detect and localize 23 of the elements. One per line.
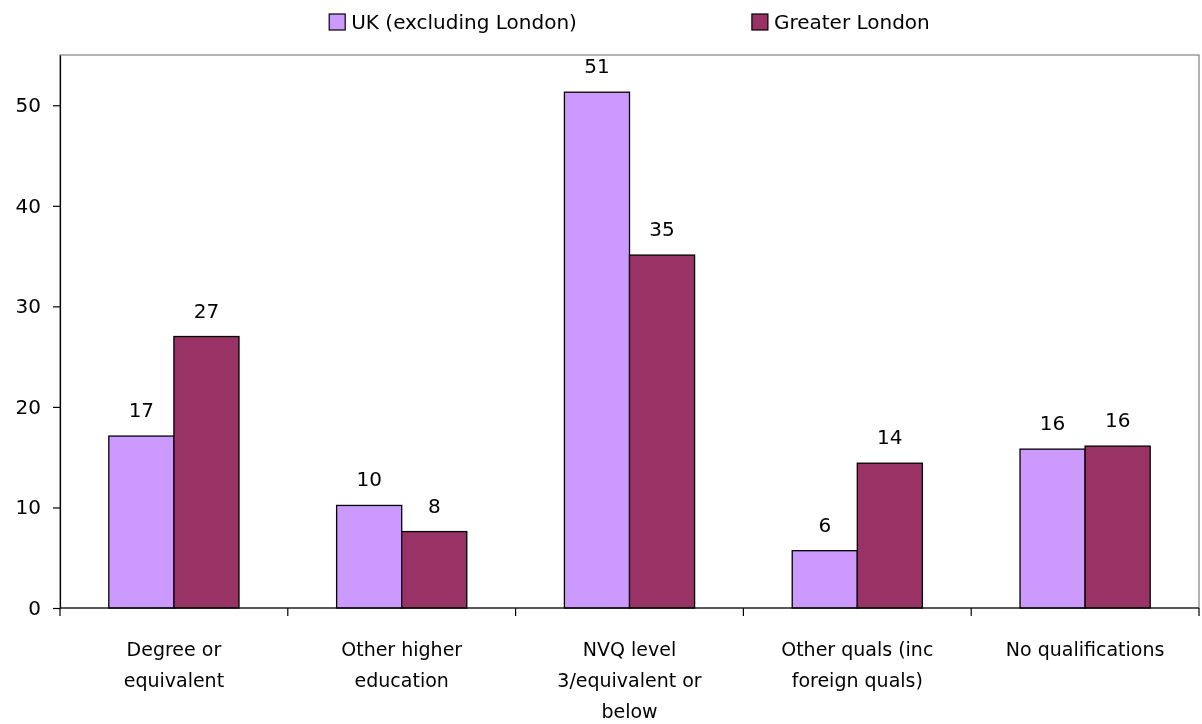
data-label: 10 — [356, 467, 382, 492]
data-label: 6 — [818, 512, 832, 537]
y-tick-label: 30 — [15, 294, 41, 319]
x-tick-label: NVQ level 3/equivalent or below — [557, 638, 702, 722]
y-tick-label: 20 — [15, 394, 41, 419]
x-tick-label: No qualifications — [1005, 638, 1165, 660]
data-label: 16 — [1039, 411, 1066, 436]
y-tick-label: 50 — [15, 93, 41, 118]
data-label: 17 — [128, 398, 155, 423]
y-tick-label: 0 — [28, 595, 41, 620]
x-tick-label: Other higher education — [341, 638, 463, 691]
data-label: 51 — [584, 54, 610, 79]
data-label: 27 — [193, 298, 220, 323]
legend-label: Greater London — [773, 10, 930, 34]
x-tick-label: Degree or equivalent — [123, 638, 225, 691]
y-tick-label: 40 — [15, 193, 41, 218]
data-label: 16 — [1104, 408, 1131, 433]
x-tick-label: Other quals (inc foreign quals) — [781, 638, 934, 691]
data-label: 8 — [427, 493, 441, 518]
y-tick-label: 10 — [15, 495, 41, 520]
legend-label: UK (excluding London) — [351, 10, 577, 34]
data-label: 35 — [649, 217, 675, 242]
data-label: 14 — [877, 425, 903, 450]
